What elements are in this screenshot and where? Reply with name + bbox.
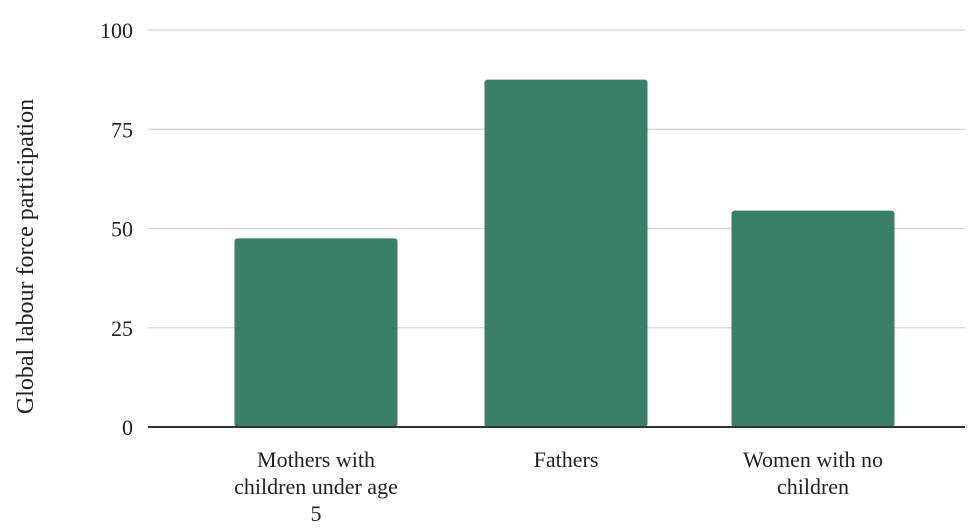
y-tick-label: 50 <box>111 217 133 242</box>
bars <box>234 79 895 427</box>
x-tick-label: Fathers <box>534 447 599 472</box>
y-tick-label: 100 <box>100 18 133 43</box>
y-tick-label: 75 <box>111 117 133 142</box>
bar <box>234 238 398 427</box>
bar <box>484 79 648 427</box>
y-axis-label: Global labour force participation <box>13 99 39 414</box>
bar <box>731 210 895 427</box>
labels: Global labour force participation 0 25 50 7… <box>13 18 883 526</box>
y-tick-label: 25 <box>111 316 133 341</box>
y-tick-label: 0 <box>122 415 133 440</box>
x-tick-label: Women with no children <box>743 447 883 499</box>
x-tick-label: Mothers with children under age 5 <box>234 447 398 526</box>
